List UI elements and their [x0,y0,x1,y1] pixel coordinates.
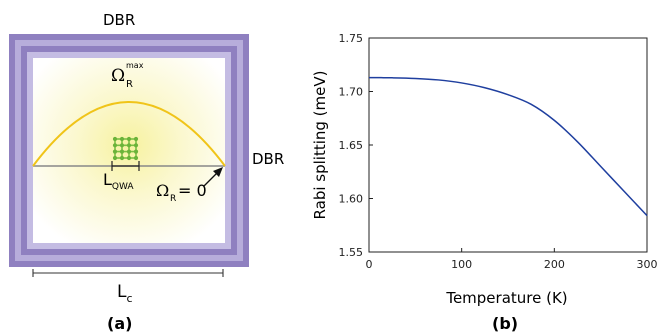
y-tick-label: 1.75 [339,32,364,45]
y-axis-label: Rabi splitting (meV) [311,71,329,220]
x-tick-label: 0 [366,258,373,271]
plot-frame [368,37,648,253]
node-arrow-head [213,167,223,177]
field-envelope-curve [32,101,226,167]
dbr-top-label: DBR [103,11,135,29]
cavity-length-label: Lc [117,282,133,305]
cavity-length-bracket [32,269,224,277]
x-tick-label: 100 [451,258,472,271]
omega-zero-value: = 0 [178,181,207,200]
x-tick-label: 200 [544,258,565,271]
y-tick-label: 1.60 [339,193,364,206]
caption-a: (a) [107,314,132,333]
qwa-length-bracket [111,161,140,171]
x-tick-label: 300 [637,258,658,271]
cavity-schematic: LQWA Ω R max Ω R = 0 DBR DBR Lc (a) [9,11,284,333]
caption-b: (b) [492,314,518,333]
rabi-splitting-line [368,76,648,217]
qwa-length-subscript: QWA [112,182,134,192]
omega-zero-subscript: R [170,194,176,204]
y-tick-label: 1.70 [339,86,364,99]
y-tick-label: 1.55 [339,246,364,259]
quantum-well-array [112,136,139,161]
y-tick-label: 1.65 [339,139,364,152]
omega-max-symbol: Ω [111,66,125,86]
cavity-length-subscript: c [126,292,132,305]
omega-max-superscript: max [126,61,144,70]
chart-ticks: 0 100 200 300 1.55 1.60 1.65 1.70 1.75 [339,32,658,271]
omega-max-subscript: R [126,79,133,90]
rabi-chart: 0 100 200 300 1.55 1.60 1.65 1.70 1.75 Temperatu… [311,32,658,333]
omega-zero-symbol: Ω [156,181,169,200]
dbr-right-label: DBR [252,150,284,168]
x-axis-label: Temperature (K) [445,289,567,307]
